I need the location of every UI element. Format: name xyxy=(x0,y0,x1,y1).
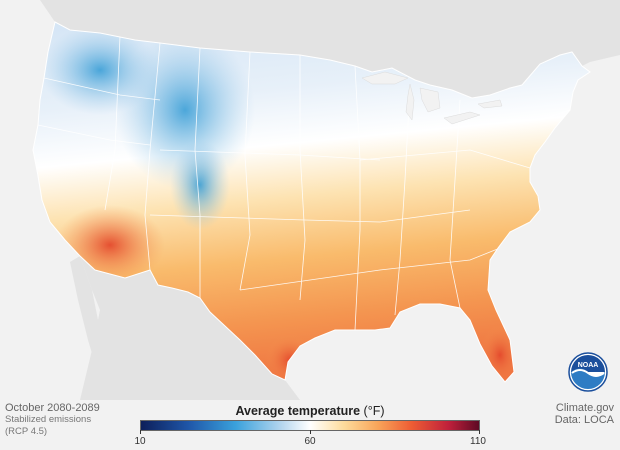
mexico-land xyxy=(80,256,300,400)
credits: Climate.gov Data: LOCA xyxy=(555,402,614,426)
legend-unit: (°F) xyxy=(363,404,385,418)
noaa-logo-text: NOAA xyxy=(578,362,599,369)
canada-land xyxy=(40,0,620,98)
map-area: NOAA xyxy=(32,0,620,400)
data-source-label: Data: LOCA xyxy=(554,414,614,426)
noaa-logo: NOAA xyxy=(568,352,608,392)
legend-title-text: Average temperature xyxy=(235,404,361,418)
great-lakes xyxy=(361,71,503,125)
period-info: October 2080-2089 Stabilized emissions (… xyxy=(5,402,100,438)
credit-label: Climate.gov xyxy=(555,402,614,414)
tick-mark-max xyxy=(479,430,480,434)
baja-peninsula xyxy=(70,256,110,380)
legend-mid-label: 60 xyxy=(304,436,316,447)
tick-mark-min xyxy=(140,430,141,434)
legend-title: Average temperature (°F) xyxy=(140,404,480,418)
us-temperature-map xyxy=(32,0,620,400)
tick-mark-mid xyxy=(310,430,311,434)
period-label: October 2080-2089 xyxy=(5,402,100,414)
legend-min-label: 10 xyxy=(134,436,146,447)
scenario-label: Stabilized emissions xyxy=(5,414,92,425)
scenario-code: (RCP 4.5) xyxy=(5,426,48,437)
legend-max-label: 110 xyxy=(470,436,486,447)
footer: October 2080-2089 Stabilized emissions (… xyxy=(0,400,620,450)
